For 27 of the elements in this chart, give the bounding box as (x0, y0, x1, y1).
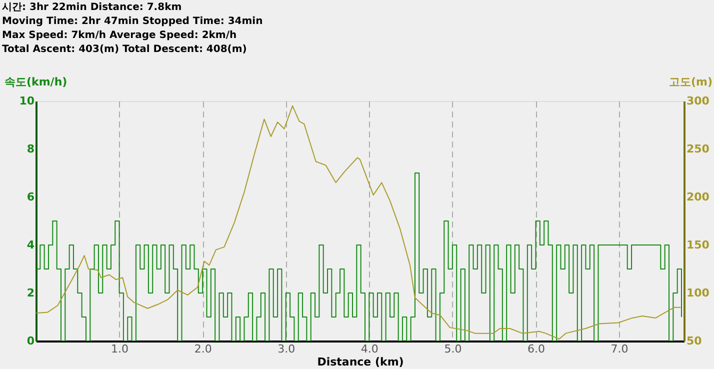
y-tick-label: 0 (26, 334, 35, 348)
x-axis-title: Distance (km) (317, 356, 404, 368)
y-tick-label: 6 (26, 190, 35, 204)
y2-tick-label: 150 (686, 238, 710, 252)
y-axis-title: 속도(km/h) (4, 76, 68, 88)
text: Max Speed: 7km/h Average Speed: 2km/h (2, 30, 237, 41)
y-tick-label: 10 (19, 94, 35, 108)
x-tick-label: 4.0 (360, 342, 378, 356)
x-tick-label: 2.0 (194, 342, 212, 356)
line-series (36, 105, 682, 340)
y2-axis-title: 고도(m) (668, 76, 712, 88)
x-tick-label: 5.0 (444, 342, 462, 356)
y2-tick-label: 100 (686, 286, 710, 300)
text: Moving Time: 2hr 47min Stopped Time: 34min (2, 16, 263, 27)
y2-tick-label: 250 (686, 142, 710, 156)
x-tick-label: 3.0 (278, 342, 296, 356)
x-tick-label: 1.0 (111, 342, 129, 356)
text: Total Ascent: 403(m) Total Descent: 408(m) (2, 44, 247, 55)
text: 시간: 3hr 22min Distance: 7.8km (2, 2, 182, 13)
y2-tick-label: 50 (686, 334, 702, 348)
y-tick-label: 4 (26, 238, 35, 252)
y-tick-label: 8 (26, 142, 34, 156)
x-tick-label: 7.0 (610, 342, 628, 356)
y2-tick-label: 200 (686, 190, 710, 204)
x-tick-label: 6.0 (527, 342, 545, 356)
y-tick-label: 2 (26, 286, 34, 300)
y2-tick-label: 300 (686, 94, 710, 108)
